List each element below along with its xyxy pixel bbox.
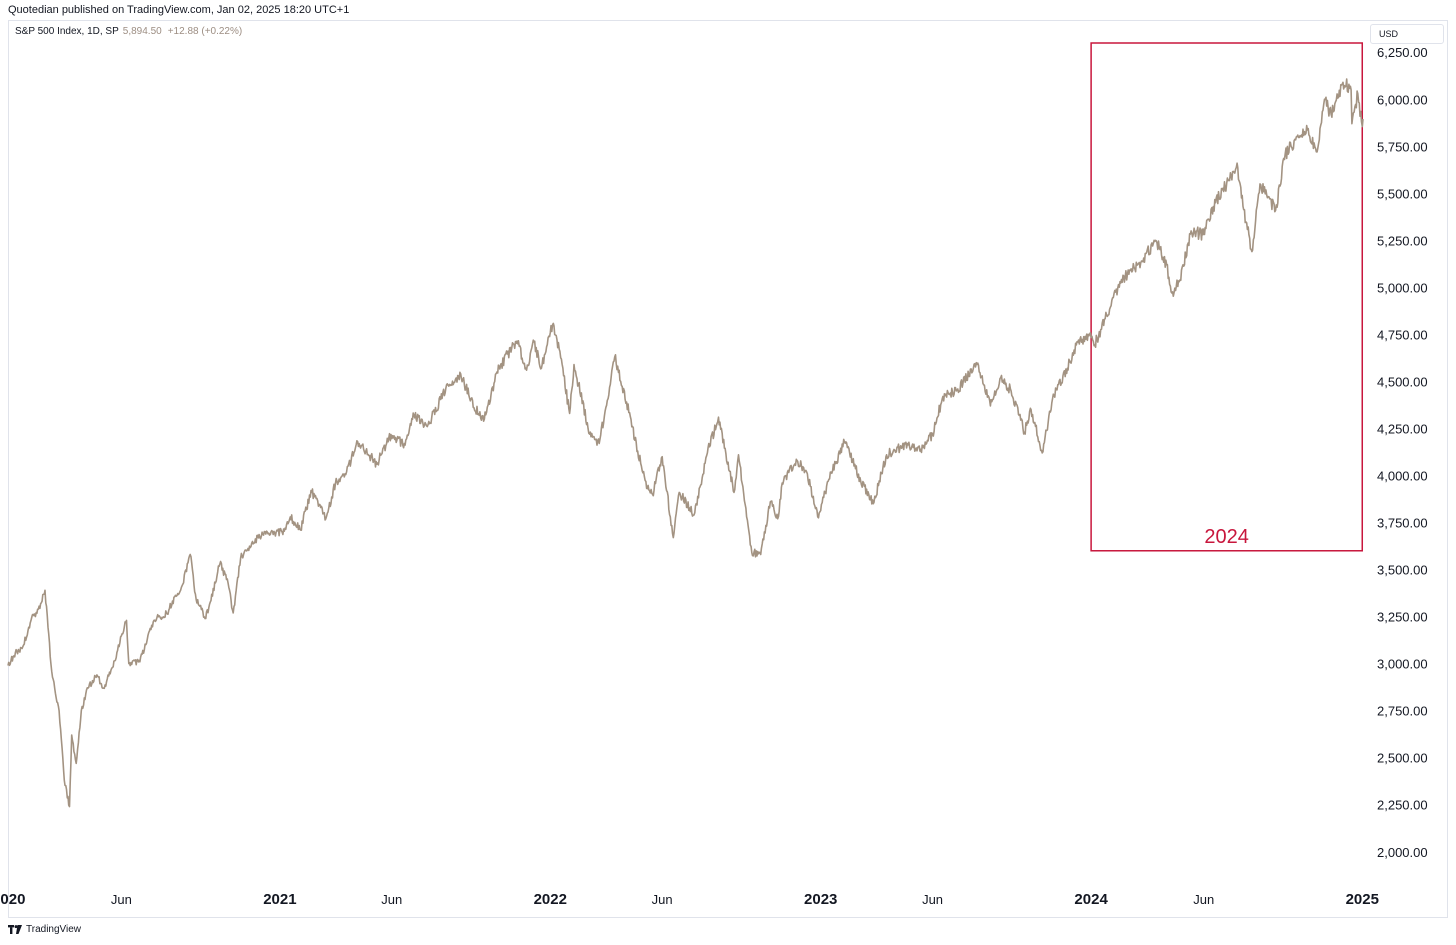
last-value: 5,894.50	[122, 26, 162, 37]
series-line-0	[7, 78, 1364, 808]
y-tick-label: 4,250.00	[1377, 421, 1428, 436]
y-tick-label: 5,750.00	[1377, 139, 1428, 154]
x-tick-label: Jun	[381, 892, 402, 907]
y-tick-label: 4,500.00	[1377, 374, 1428, 389]
x-tick-label: Jun	[111, 892, 132, 907]
chart-frame	[8, 20, 1448, 918]
x-tick-label: 2020	[0, 891, 25, 908]
y-tick-label: 5,250.00	[1377, 233, 1428, 248]
y-axis[interactable]: 2,000.00 2,250.00 2,500.00 2,750.00 3,000.00…	[1377, 45, 1428, 860]
x-tick-label: 2025	[1346, 891, 1379, 908]
x-tick-label: 2024	[1074, 891, 1108, 908]
y-tick-label: 2,500.00	[1377, 751, 1428, 766]
y-tick-label: 6,000.00	[1377, 92, 1428, 107]
series-layer	[7, 78, 1364, 808]
price-change: +12.88 (+0.22%)	[167, 26, 243, 37]
brand-label: TradingView	[26, 924, 82, 935]
highlight-box-0[interactable]	[1090, 42, 1364, 552]
symbol-name: S&P 500 Index, 1D, SP	[15, 26, 119, 37]
x-tick-label: Jun	[652, 892, 673, 907]
y-tick-label: 4,750.00	[1377, 327, 1428, 342]
x-axis[interactable]: 2020 Jun 2021 Jun 2022 Jun 2023 Jun 2024 Jun 2025	[0, 891, 1379, 908]
symbol-legend: S&P 500 Index, 1D, SP 5,894.50 +12.88 (+0.…	[15, 26, 242, 37]
y-tick-label: 2,250.00	[1377, 798, 1428, 813]
y-tick-label: 4,000.00	[1377, 469, 1428, 484]
x-tick-label: 2021	[263, 891, 296, 908]
y-tick-label: 3,500.00	[1377, 563, 1428, 578]
y-tick-label: 2,750.00	[1377, 704, 1428, 719]
x-tick-label: 2023	[804, 891, 837, 908]
currency-selector[interactable]: USD	[1370, 24, 1444, 44]
y-tick-label: 3,250.00	[1377, 610, 1428, 625]
published-caption: Quotedian published on TradingView.com, …	[8, 4, 350, 16]
x-tick-label: Jun	[1193, 892, 1214, 907]
tradingview-brand[interactable]: TradingView	[8, 924, 81, 935]
y-tick-label: 5,000.00	[1377, 280, 1428, 295]
annotation-layer: 2024	[1090, 42, 1364, 552]
y-tick-label: 3,750.00	[1377, 516, 1428, 531]
x-tick-label: 2022	[534, 891, 567, 908]
y-tick-label: 5,500.00	[1377, 186, 1428, 201]
highlight-label-0: 2024	[1204, 526, 1249, 548]
y-tick-label: 6,250.00	[1377, 45, 1428, 60]
x-tick-label: Jun	[922, 892, 943, 907]
y-tick-label: 3,000.00	[1377, 657, 1428, 672]
tradingview-logo-icon	[8, 925, 22, 934]
y-tick-label: 2,000.00	[1377, 845, 1428, 860]
